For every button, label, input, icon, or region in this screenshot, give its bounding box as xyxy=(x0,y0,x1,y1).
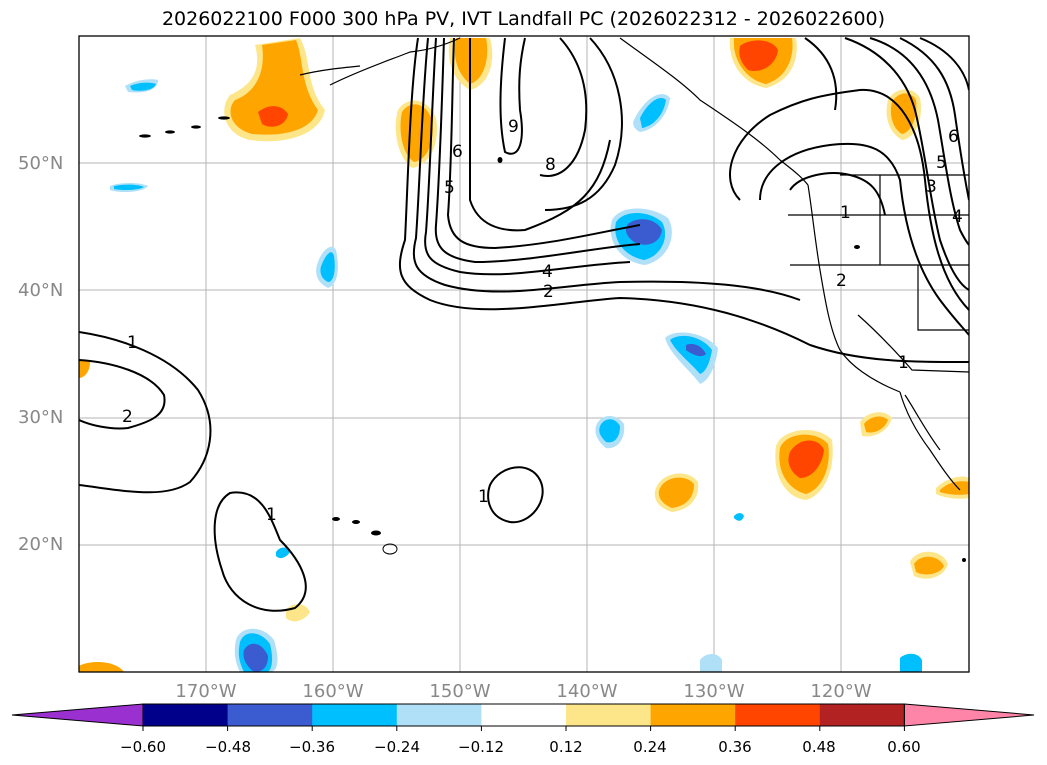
graticule xyxy=(79,36,969,672)
contour-label: 1 xyxy=(127,333,138,353)
colorbar-segment xyxy=(650,704,736,726)
contour-label: 1 xyxy=(266,505,277,525)
contour-label: 5 xyxy=(444,178,455,198)
contour-label: 9 xyxy=(508,117,519,137)
colorbar-segment xyxy=(396,704,482,726)
lon-label: 130°W xyxy=(683,681,745,702)
map-title: 2026022100 F000 300 hPa PV, IVT Landfall… xyxy=(161,8,886,30)
colorbar-segment xyxy=(312,704,398,726)
colorbar-extend-min xyxy=(11,703,144,727)
colorbar-segment xyxy=(227,704,313,726)
lat-label: 20°N xyxy=(18,534,64,555)
lat-label: 40°N xyxy=(18,280,64,301)
contour-label: 3 xyxy=(926,177,937,197)
colorbar-segment xyxy=(481,704,567,726)
ivt-contours xyxy=(79,37,969,612)
contour-label-layer: 1 2 1 1 4 2 5 6 8 9 1 2 3 4 5 6 1 xyxy=(122,117,963,525)
map-panel: 1 2 1 1 4 2 5 6 8 9 1 2 3 4 5 6 1 xyxy=(78,35,970,673)
map-frame xyxy=(78,35,970,673)
colorbar-tick-label: 0.60 xyxy=(887,738,921,756)
colorbar-segment xyxy=(566,704,652,726)
lat-label: 50°N xyxy=(18,153,64,174)
colorbar-tick-label: −0.24 xyxy=(374,738,420,756)
lon-label: 150°W xyxy=(429,681,491,702)
colorbar-tick-label: −0.48 xyxy=(205,738,251,756)
colorbar-tick-label: 0.12 xyxy=(549,738,583,756)
contour-label: 1 xyxy=(840,203,851,223)
islands xyxy=(139,116,966,562)
colorbar-segment xyxy=(735,704,821,726)
pv-anomaly-fills xyxy=(79,38,969,672)
colorbar-frame xyxy=(142,703,905,727)
contour-label: 2 xyxy=(836,271,847,291)
contour-label: 5 xyxy=(936,153,947,173)
colorbar-tick-label: −0.60 xyxy=(120,738,166,756)
contour-label: 6 xyxy=(452,142,463,162)
contour-label: 2 xyxy=(543,282,554,302)
contour-label: 1 xyxy=(478,487,489,507)
colorbar-tick-label: −0.12 xyxy=(458,738,504,756)
contour-label: 8 xyxy=(545,155,556,175)
colorbar-segments xyxy=(11,703,1035,727)
contour-label: 4 xyxy=(542,262,553,282)
contour-label: 1 xyxy=(898,353,909,373)
contour-label: 2 xyxy=(122,407,133,427)
contour-label: 6 xyxy=(948,127,959,147)
colorbar-tick-label: 0.48 xyxy=(802,738,836,756)
lon-label: 140°W xyxy=(556,681,618,702)
lon-label: 120°W xyxy=(810,681,872,702)
colorbar-segment xyxy=(819,704,905,726)
colorbar-segment xyxy=(143,704,229,726)
lat-label: 30°N xyxy=(18,407,64,428)
colorbar xyxy=(11,703,1035,731)
colorbar-tick-label: −0.36 xyxy=(289,738,335,756)
colorbar-tick-label: 0.36 xyxy=(718,738,752,756)
lon-label: 170°W xyxy=(175,681,237,702)
lon-label: 160°W xyxy=(302,681,364,702)
colorbar-tick-label: 0.24 xyxy=(633,738,667,756)
colorbar-extend-max xyxy=(903,703,1035,727)
contour-label: 4 xyxy=(952,207,963,227)
